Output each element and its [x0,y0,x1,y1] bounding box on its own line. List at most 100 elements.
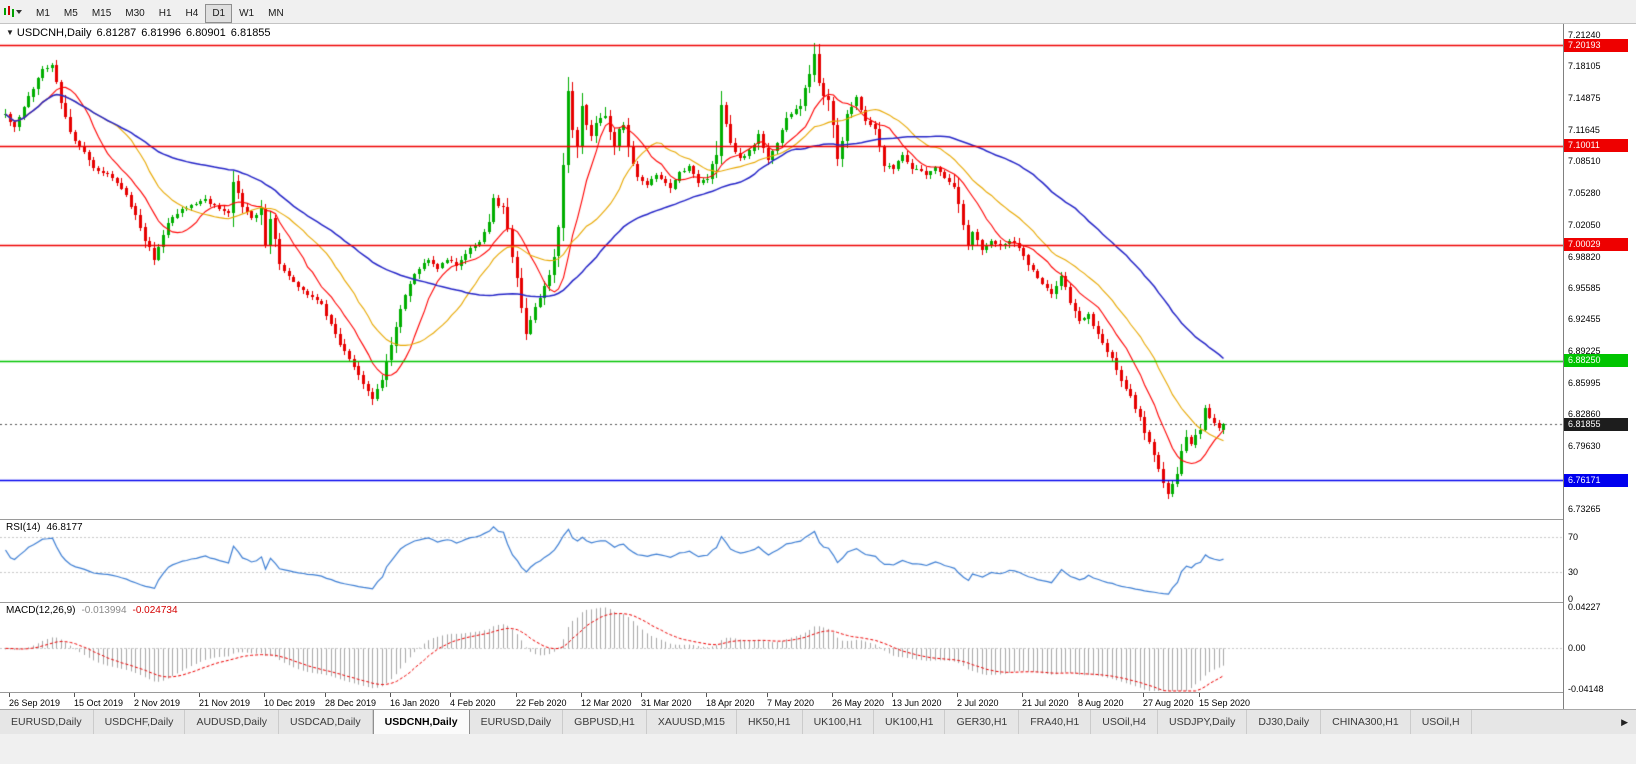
price-axis[interactable]: 7.21240 7.18105 7.14875 7.11645 7.08510 7.052… [1563,24,1636,709]
timeframe-m5[interactable]: M5 [63,7,78,19]
price-tick-7.14875: 7.14875 [1568,92,1601,103]
current-price-tag: 6.81855 [1564,418,1628,431]
timeframe-buttons: M1 M5 M15 M30 H1 H4 D1 W1 MN [29,3,291,23]
date-tick [450,693,451,697]
chevron-down-icon [16,9,22,14]
date-label: 2 Nov 2019 [134,698,181,708]
chart-ohlc-header: ▼ USDCNH,Daily 6.81287 6.81996 6.80901 6.8185… [6,27,276,39]
price-tick-6.95585: 6.95585 [1568,283,1601,294]
date-tick [767,693,768,697]
date-label: 8 Aug 2020 [1078,698,1124,708]
timeframe-h1[interactable]: H1 [158,7,172,19]
tab-eurusd-daily[interactable]: EURUSD,Daily [0,710,94,734]
panel-divider-rsi[interactable] [0,519,1636,520]
panel-divider-macd[interactable] [0,602,1636,603]
date-tick [1022,693,1023,697]
tab-eurusd-daily[interactable]: EURUSD,Daily [470,710,564,734]
tab-audusd-daily[interactable]: AUDUSD,Daily [185,710,280,734]
tab-ger30-h1[interactable]: GER30,H1 [945,710,1020,734]
tab-hk50-h1[interactable]: HK50,H1 [737,710,803,734]
price-tick-6.79630: 6.79630 [1568,441,1601,452]
rsi-tick-30: 30 [1568,567,1579,578]
macd-indicator-panel[interactable] [0,603,1563,692]
date-tick [1143,693,1144,697]
tab-uk100-h1[interactable]: UK100,H1 [874,710,946,734]
chart-type-dropdown-icon[interactable] [4,4,22,20]
rsi-indicator-label: RSI(14) 46.8177 [6,522,89,533]
tab-scroll-right-icon[interactable]: ▶ [1621,716,1628,727]
tab-usdcad-daily[interactable]: USDCAD,Daily [279,710,373,734]
date-label: 12 Mar 2020 [581,698,632,708]
collapse-chart-icon[interactable]: ▼ [6,28,14,37]
price-tick-6.82860: 6.82860 [1568,409,1601,420]
level-price-tag: 7.10011 [1564,139,1628,152]
timeframe-m1[interactable]: M1 [36,7,50,19]
price-tick-6.98820: 6.98820 [1568,251,1601,262]
main-price-chart[interactable] [0,24,1563,519]
timeframe-d1[interactable]: D1 [205,3,233,23]
timeframe-w1[interactable]: W1 [239,7,255,19]
date-tick [264,693,265,697]
chart-symbol-label: USDCNH,Daily [16,27,92,39]
ohlc-low: 6.80901 [186,27,226,39]
date-label: 10 Dec 2019 [264,698,316,708]
timeframe-toolbar: M1 M5 M15 M30 H1 H4 D1 W1 MN [0,0,1636,24]
date-tick [325,693,326,697]
tab-fra40-h1[interactable]: FRA40,H1 [1019,710,1092,734]
timeframe-m15[interactable]: M15 [91,7,112,19]
date-label: 21 Nov 2019 [199,698,251,708]
date-label: 4 Feb 2020 [450,698,496,708]
macd-signal-value: -0.024734 [132,605,178,616]
level-price-tag: 7.20193 [1564,39,1628,52]
date-tick [74,693,75,697]
date-tick [706,693,707,697]
tab-dj30-daily[interactable]: DJ30,Daily [1247,710,1322,734]
level-price-tag: 7.00029 [1564,238,1628,251]
date-label: 15 Oct 2019 [74,698,124,708]
date-tick [581,693,582,697]
date-tick [199,693,200,697]
timeframe-h4[interactable]: H4 [185,7,199,19]
tab-uk100-h1[interactable]: UK100,H1 [803,710,875,734]
rsi-value: 46.8177 [46,522,83,533]
panel-divider-dates [0,692,1636,693]
date-label: 22 Feb 2020 [516,698,567,708]
ohlc-open: 6.81287 [96,27,137,39]
price-tick-6.92455: 6.92455 [1568,314,1601,325]
tab-china300-h1[interactable]: CHINA300,H1 [1321,710,1411,734]
macd-tick-0.04227: 0.04227 [1568,602,1601,612]
tab-usoil-h4[interactable]: USOil,H4 [1091,710,1159,734]
tab-usoil-h[interactable]: USOil,H [1411,710,1472,734]
timeframe-mn[interactable]: MN [268,7,284,19]
candlestick-chart-icon [4,6,14,17]
timeframe-m30[interactable]: M30 [125,7,145,19]
level-price-tag: 6.88250 [1564,354,1628,367]
date-tick [516,693,517,697]
macd-tick--0.04148: -0.04148 [1568,683,1604,694]
rsi-tick-0: 0 [1568,594,1574,604]
tab-usdcnh-daily[interactable]: USDCNH,Daily [372,710,470,734]
date-label: 7 May 2020 [767,698,815,708]
tab-gbpusd-h1[interactable]: GBPUSD,H1 [563,710,647,734]
level-price-tag: 6.76171 [1564,474,1628,487]
tab-usdchf-daily[interactable]: USDCHF,Daily [94,710,186,734]
price-tick-7.02050: 7.02050 [1568,219,1601,230]
tab-xauusd-m15[interactable]: XAUUSD,M15 [647,710,737,734]
macd-indicator-label: MACD(12,26,9) -0.013994 -0.024734 [6,605,184,616]
date-tick [134,693,135,697]
macd-name: MACD(12,26,9) [6,605,76,616]
date-label: 21 Jul 2020 [1022,698,1069,708]
rsi-indicator-panel[interactable] [0,520,1563,602]
rsi-name: RSI(14) [6,522,41,533]
date-label: 16 Jan 2020 [390,698,440,708]
ohlc-close: 6.81855 [230,27,271,39]
price-tick-7.21240: 7.21240 [1568,30,1601,40]
date-axis[interactable]: 26 Sep 2019 15 Oct 2019 2 Nov 2019 21 Nov 2… [0,692,1563,709]
date-tick [832,693,833,697]
date-label: 26 May 2020 [832,698,885,708]
tab-usdjpy-daily[interactable]: USDJPY,Daily [1158,710,1248,734]
date-label: 27 Aug 2020 [1143,698,1194,708]
date-label: 31 Mar 2020 [641,698,692,708]
date-tick [957,693,958,697]
ohlc-high: 6.81996 [141,27,182,39]
